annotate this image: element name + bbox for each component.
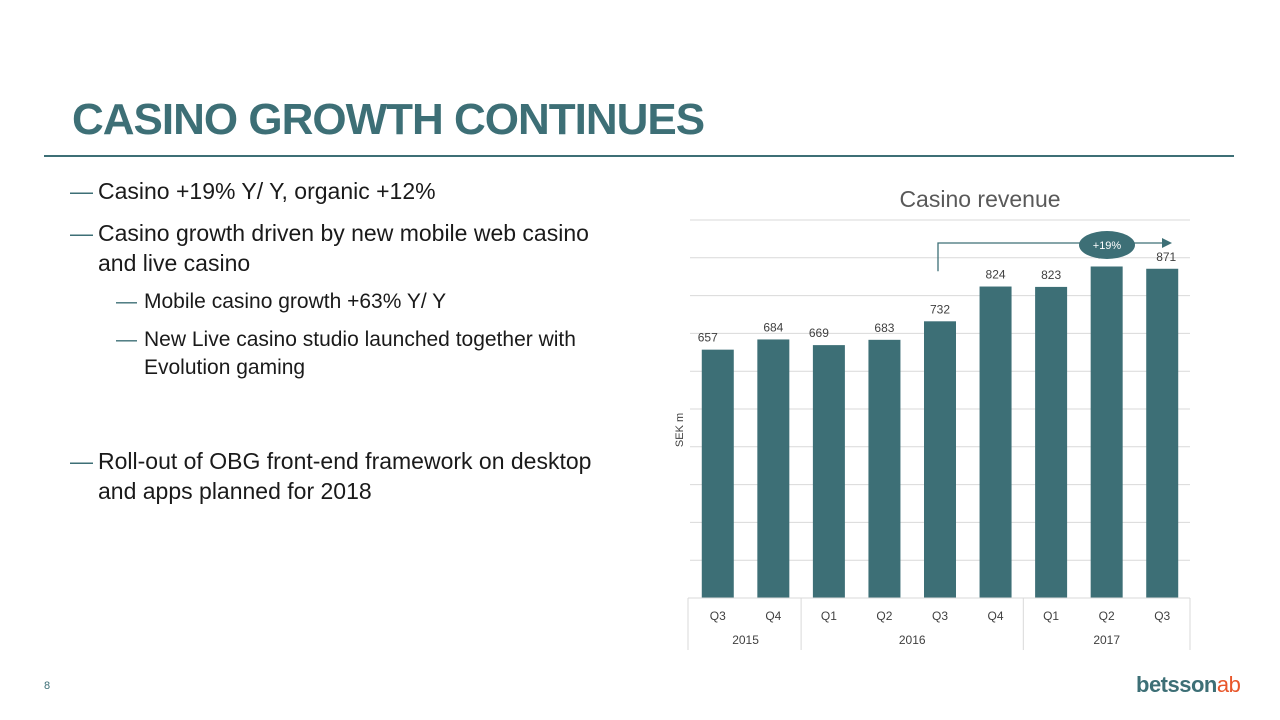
bar-value-label: 683 [874, 321, 894, 335]
bar [868, 339, 901, 598]
bar-value-label: 684 [763, 320, 783, 334]
growth-badge-label: +19% [1093, 240, 1122, 252]
bar-value-label: 871 [1156, 250, 1176, 264]
bullet-text: Mobile casino growth +63% Y/ Y [144, 290, 447, 313]
bullet-list: — Casino +19% Y/ Y, organic +12% — Casin… [70, 176, 630, 506]
bar-value-label: 669 [809, 326, 829, 340]
bullet-dash: — [116, 290, 137, 313]
bullet-text: Casino growth driven by new mobile web c… [98, 220, 589, 276]
x-tick-label: Q3 [710, 609, 726, 623]
bullet-item: — Casino +19% Y/ Y, organic +12% [70, 176, 630, 206]
x-tick-label: Q3 [932, 609, 948, 623]
bullet-dash: — [70, 448, 93, 474]
y-axis-label: SEK m [674, 413, 686, 447]
logo-suffix-text: ab [1216, 672, 1241, 697]
bar [979, 286, 1012, 598]
bar-value-label: 657 [698, 331, 718, 345]
bar [924, 321, 956, 598]
bar-value-label: 732 [930, 302, 950, 316]
bar [1146, 268, 1179, 598]
growth-badge [1079, 231, 1135, 259]
bullet-dash: — [116, 328, 137, 351]
bar-value-label: 823 [1041, 268, 1061, 282]
bullet-item: — New Live casino studio launched togeth… [116, 326, 630, 382]
growth-arrow-head [1162, 238, 1172, 248]
bullet-item: — Roll-out of OBG front-end framework on… [70, 446, 630, 506]
bullet-item: — Casino growth driven by new mobile web… [70, 218, 630, 278]
betsson-logo: betssonab [1136, 672, 1241, 698]
bullet-dash: — [70, 220, 93, 246]
x-tick-label: Q2 [1099, 609, 1115, 623]
x-tick-label: Q4 [765, 609, 781, 623]
title-divider [44, 155, 1234, 157]
bar [1090, 266, 1123, 598]
x-tick-label: Q3 [1154, 609, 1170, 623]
bullet-text: Roll-out of OBG front-end framework on d… [98, 448, 592, 504]
page-number: 8 [44, 680, 51, 692]
bullet-item: — Mobile casino growth +63% Y/ Y [116, 288, 630, 316]
bar [757, 339, 790, 598]
x-tick-label: Q1 [821, 609, 837, 623]
bullet-text: New Live casino studio launched together… [144, 328, 576, 379]
bullet-dash: — [70, 178, 93, 204]
x-tick-label: Q1 [1043, 609, 1059, 623]
group-label: 2016 [899, 633, 926, 647]
bar [701, 349, 734, 598]
growth-arrow-line [937, 242, 1162, 272]
x-tick-label: Q2 [876, 609, 892, 623]
bar-value-label: 877 [1097, 247, 1117, 261]
logo-main-text: betsson [1136, 672, 1217, 697]
bar-value-label: 824 [986, 268, 1006, 282]
group-label: 2015 [732, 633, 759, 647]
group-label: 2017 [1093, 633, 1120, 647]
bar [812, 345, 845, 598]
chart-title: Casino revenue [899, 186, 1060, 212]
x-tick-label: Q4 [988, 609, 1004, 623]
bar [1035, 286, 1068, 598]
bullet-text: Casino +19% Y/ Y, organic +12% [98, 178, 436, 204]
slide-title: CASINO GROWTH CONTINUES [72, 95, 705, 144]
